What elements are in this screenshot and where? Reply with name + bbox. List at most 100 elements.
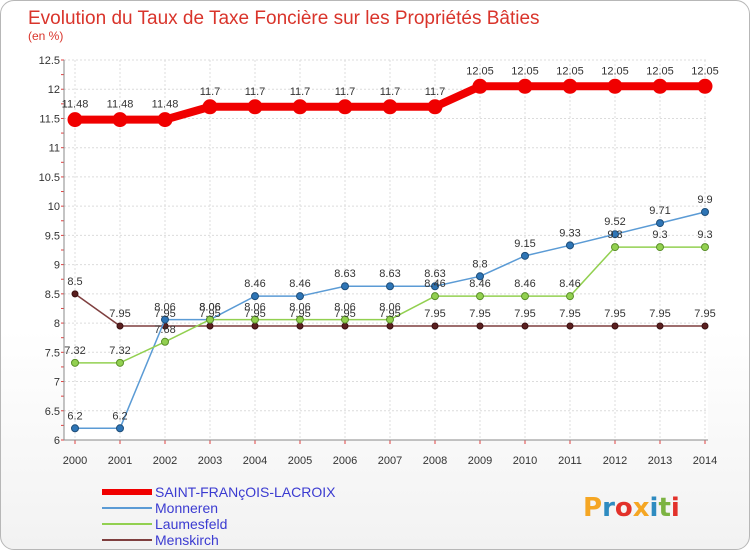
proxiti-logo: Proxiti <box>583 493 680 523</box>
data-point <box>341 315 349 324</box>
y-tick-label: 8 <box>54 318 60 330</box>
data-label: 6.2 <box>112 410 127 422</box>
y-tick-label: 8.5 <box>45 289 60 301</box>
data-label: 7.32 <box>64 345 85 357</box>
data-label: 9.3 <box>652 229 667 241</box>
data-point <box>386 315 394 324</box>
data-point <box>386 282 394 291</box>
data-point <box>292 99 308 115</box>
data-label: 8.46 <box>424 278 445 290</box>
data-point <box>476 272 484 281</box>
data-label: 9.3 <box>697 229 712 241</box>
data-point <box>652 78 668 94</box>
data-label: 8.46 <box>244 278 265 290</box>
data-label: 8.06 <box>244 302 265 314</box>
logo-letter: t <box>658 493 670 523</box>
data-label: 12.05 <box>556 65 584 77</box>
data-label: 8.06 <box>379 302 400 314</box>
data-point <box>656 322 664 330</box>
data-point <box>337 99 353 115</box>
data-point <box>202 99 218 115</box>
data-point <box>517 78 533 94</box>
data-label: 12.05 <box>601 65 629 77</box>
data-label: 8.5 <box>67 276 82 288</box>
x-tick-label: 2014 <box>693 455 717 467</box>
data-point <box>566 292 574 301</box>
data-label: 8.06 <box>154 302 175 314</box>
data-point <box>521 292 529 301</box>
data-point <box>656 243 664 252</box>
data-point <box>116 322 124 330</box>
data-point <box>701 322 709 330</box>
legend-label: SAINT-FRANçOIS-LACROIX <box>155 484 336 500</box>
y-tick-label: 10.5 <box>39 172 60 184</box>
y-tick-label: 11 <box>49 143 60 155</box>
data-label: 7.95 <box>424 308 445 320</box>
data-label: 9.9 <box>697 194 712 206</box>
data-label: 7.95 <box>334 308 355 320</box>
data-point <box>431 282 439 291</box>
data-label: 11.7 <box>380 86 401 98</box>
x-tick-label: 2000 <box>63 455 87 467</box>
data-label: 9.3 <box>607 229 622 241</box>
logo-letter: o <box>615 493 633 523</box>
data-label: 8.06 <box>199 302 220 314</box>
data-point <box>701 208 709 216</box>
logo-letter: i <box>650 493 659 523</box>
x-tick-label: 2003 <box>198 455 222 467</box>
data-point <box>341 322 349 330</box>
data-label: 7.32 <box>109 345 130 357</box>
data-point <box>611 322 619 330</box>
legend-label: Laumesfeld <box>155 516 227 532</box>
data-label: 9.33 <box>559 227 580 239</box>
data-label: 7.95 <box>694 308 715 320</box>
y-tick-label: 12 <box>48 84 60 96</box>
x-tick-label: 2002 <box>153 455 177 467</box>
data-point <box>251 322 259 330</box>
y-tick-label: 12.5 <box>39 55 60 67</box>
data-point <box>206 322 214 330</box>
data-label: 7.95 <box>289 308 310 320</box>
data-point <box>611 243 619 252</box>
x-tick-label: 2007 <box>378 455 402 467</box>
x-tick-label: 2011 <box>558 455 582 467</box>
data-label: 8.8 <box>472 258 487 270</box>
data-label: 11.48 <box>152 99 179 111</box>
data-point <box>296 322 304 330</box>
data-label: 8.63 <box>424 268 445 280</box>
data-label: 7.95 <box>244 308 265 320</box>
legend-label: Menskirch <box>155 532 219 548</box>
data-label: 7.95 <box>514 308 535 320</box>
data-label: 7.95 <box>559 308 580 320</box>
data-label: 8.06 <box>334 302 355 314</box>
data-point <box>566 322 574 330</box>
data-label: 11.7 <box>425 86 446 98</box>
data-point <box>247 99 263 115</box>
data-label: 11.48 <box>107 99 134 111</box>
data-point <box>431 322 439 330</box>
data-label: 8.46 <box>469 278 490 290</box>
x-tick-label: 2010 <box>513 455 537 467</box>
data-point <box>296 315 304 324</box>
data-point <box>341 282 349 291</box>
data-label: 8.06 <box>289 302 310 314</box>
x-tick-label: 2006 <box>333 455 357 467</box>
data-label: 12.05 <box>511 65 539 77</box>
data-point <box>521 251 529 260</box>
data-label: 11.7 <box>290 86 311 98</box>
x-tick-label: 2004 <box>243 455 267 467</box>
data-point <box>71 358 79 367</box>
data-label: 7.95 <box>154 308 175 320</box>
y-tick-label: 11.5 <box>39 113 60 125</box>
y-tick-label: 9 <box>54 260 60 272</box>
logo-letter: i <box>671 493 680 523</box>
data-point <box>476 322 484 330</box>
data-point <box>382 99 398 115</box>
data-point <box>611 230 619 239</box>
legend: SAINT-FRANçOIS-LACROIXMonnerenLaumesfeld… <box>102 484 336 548</box>
data-point <box>157 112 173 128</box>
chart-subtitle: (en %) <box>28 29 63 43</box>
data-point <box>206 315 214 324</box>
axes: 6 6.5 7 7.5 8 8.5 9 9.5 10 10.5 11 11.5 12 12.5 2000 20… <box>39 55 718 467</box>
